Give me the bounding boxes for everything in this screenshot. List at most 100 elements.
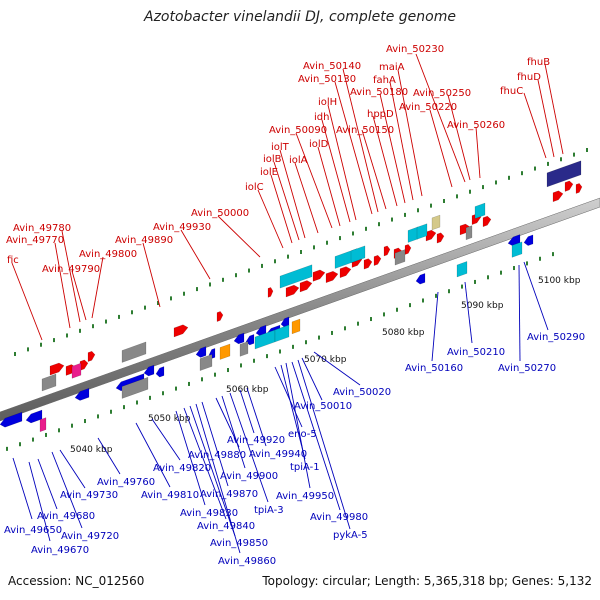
gene-label-iold[interactable]: iolD (309, 139, 329, 150)
gene-label-avin-49890[interactable]: Avin_49890 (115, 235, 173, 246)
gene-feature[interactable] (274, 324, 290, 343)
gene-label-avin-49780[interactable]: Avin_49780 (13, 223, 71, 234)
gene-label-avin-49930[interactable]: Avin_49930 (153, 222, 211, 233)
gene-label-avin-49880[interactable]: Avin_49880 (188, 450, 246, 461)
gene-feature[interactable] (267, 287, 274, 298)
gene-label-avin-50010[interactable]: Avin_50010 (294, 401, 352, 412)
gene-label-avin-49680[interactable]: Avin_49680 (37, 511, 95, 522)
gene-label-eno-5[interactable]: eno-5 (288, 429, 317, 440)
gene-label-avin-50290[interactable]: Avin_50290 (527, 332, 585, 343)
gene-feature[interactable] (312, 269, 326, 282)
gene-feature[interactable] (325, 270, 339, 284)
gene-feature[interactable] (121, 341, 147, 363)
gene-feature[interactable] (195, 346, 207, 358)
gene-feature[interactable] (39, 417, 47, 433)
gene-feature[interactable] (121, 376, 149, 399)
gene-label-avin-49860[interactable]: Avin_49860 (218, 556, 276, 567)
gene-label-iolh[interactable]: iolH (318, 97, 337, 108)
gene-feature[interactable] (363, 258, 373, 270)
gene-feature[interactable] (523, 234, 534, 246)
gene-label-avin-49770[interactable]: Avin_49770 (6, 235, 64, 246)
gene-label-avin-50140[interactable]: Avin_50140 (303, 61, 361, 72)
gene-feature[interactable] (575, 183, 583, 194)
gene-label-avin-49840[interactable]: Avin_49840 (197, 521, 255, 532)
gene-feature[interactable] (216, 311, 224, 322)
gene-feature[interactable] (199, 354, 213, 372)
gene-feature[interactable] (404, 244, 412, 255)
gene-label-fhuc[interactable]: fhuC (500, 86, 523, 97)
gene-label-avin-50270[interactable]: Avin_50270 (498, 363, 556, 374)
gene-feature[interactable] (407, 226, 419, 243)
gene-feature[interactable] (173, 324, 189, 338)
gene-label-iolb[interactable]: iolB (263, 154, 282, 165)
gene-label-avin-50180[interactable]: Avin_50180 (350, 87, 408, 98)
gene-feature[interactable] (0, 411, 23, 428)
gene-label-avin-50220[interactable]: Avin_50220 (399, 102, 457, 113)
gene-feature[interactable] (25, 409, 43, 424)
gene-label-fic[interactable]: fic (7, 255, 19, 266)
gene-feature[interactable] (350, 245, 366, 264)
gene-feature[interactable] (436, 232, 445, 244)
gene-feature[interactable] (87, 350, 96, 362)
gene-label-avin-50230[interactable]: Avin_50230 (386, 44, 444, 55)
gene-label-avin-49940[interactable]: Avin_49940 (249, 449, 307, 460)
gene-label-avin-49920[interactable]: Avin_49920 (227, 435, 285, 446)
gene-feature[interactable] (383, 245, 391, 257)
gene-feature[interactable] (299, 280, 313, 293)
gene-label-idh[interactable]: idh (314, 112, 329, 123)
gene-label-avin-49900[interactable]: Avin_49900 (220, 471, 278, 482)
gene-label-avin-50160[interactable]: Avin_50160 (405, 363, 463, 374)
gene-label-avin-50090[interactable]: Avin_50090 (269, 125, 327, 136)
gene-feature[interactable] (74, 387, 90, 401)
gene-label-iolt[interactable]: iolT (271, 142, 290, 153)
gene-feature[interactable] (552, 190, 564, 203)
gene-label-fhub[interactable]: fhuB (527, 57, 550, 68)
gene-label-avin-49950[interactable]: Avin_49950 (276, 491, 334, 502)
gene-feature[interactable] (291, 318, 301, 335)
gene-label-avin-50150[interactable]: Avin_50150 (336, 125, 394, 136)
gene-label-avin-49790[interactable]: Avin_49790 (42, 264, 100, 275)
gene-label-avin-50020[interactable]: Avin_50020 (333, 387, 391, 398)
gene-feature[interactable] (546, 160, 582, 188)
gene-label-avin-49760[interactable]: Avin_49760 (97, 477, 155, 488)
gene-label-maia[interactable]: maiA (379, 62, 405, 73)
gene-label-avin-49980[interactable]: Avin_49980 (310, 512, 368, 523)
gene-feature[interactable] (373, 254, 382, 266)
gene-feature[interactable] (456, 261, 468, 278)
gene-label-avin-49650[interactable]: Avin_49650 (4, 525, 62, 536)
gene-feature[interactable] (71, 362, 82, 379)
gene-feature[interactable] (233, 332, 245, 345)
gene-feature[interactable] (474, 202, 486, 219)
gene-label-avin-49820[interactable]: Avin_49820 (153, 463, 211, 474)
gene-label-iola[interactable]: iolA (289, 155, 308, 166)
gene-label-avin-49720[interactable]: Avin_49720 (61, 531, 119, 542)
gene-label-avin-50210[interactable]: Avin_50210 (447, 347, 505, 358)
gene-label-avin-49730[interactable]: Avin_49730 (60, 490, 118, 501)
gene-feature[interactable] (239, 341, 249, 357)
gene-label-hppd[interactable]: hppD (367, 109, 394, 120)
gene-feature[interactable] (219, 343, 231, 360)
gene-label-iolc[interactable]: iolC (245, 182, 264, 193)
gene-label-avin-50000[interactable]: Avin_50000 (191, 208, 249, 219)
gene-feature[interactable] (143, 364, 155, 377)
gene-feature[interactable] (155, 366, 165, 378)
gene-feature[interactable] (285, 284, 300, 298)
gene-label-pyka-5[interactable]: pykA-5 (333, 530, 368, 541)
gene-feature[interactable] (416, 223, 428, 240)
gene-feature[interactable] (394, 249, 406, 266)
gene-label-iole[interactable]: iolE (260, 167, 278, 178)
gene-feature[interactable] (465, 225, 473, 241)
gene-feature[interactable] (482, 215, 492, 228)
gene-label-avin-49870[interactable]: Avin_49870 (200, 489, 258, 500)
gene-label-avin-49830[interactable]: Avin_49830 (180, 508, 238, 519)
gene-label-avin-49850[interactable]: Avin_49850 (210, 538, 268, 549)
gene-label-tpia-1[interactable]: tpiA-1 (290, 462, 320, 473)
gene-feature[interactable] (425, 229, 437, 242)
gene-label-fhud[interactable]: fhuD (517, 72, 541, 83)
gene-feature[interactable] (415, 273, 426, 285)
gene-label-avin-49810[interactable]: Avin_49810 (141, 490, 199, 501)
gene-label-avin-49670[interactable]: Avin_49670 (31, 545, 89, 556)
gene-feature[interactable] (49, 362, 65, 376)
gene-feature[interactable] (339, 266, 352, 279)
gene-feature[interactable] (41, 373, 57, 392)
